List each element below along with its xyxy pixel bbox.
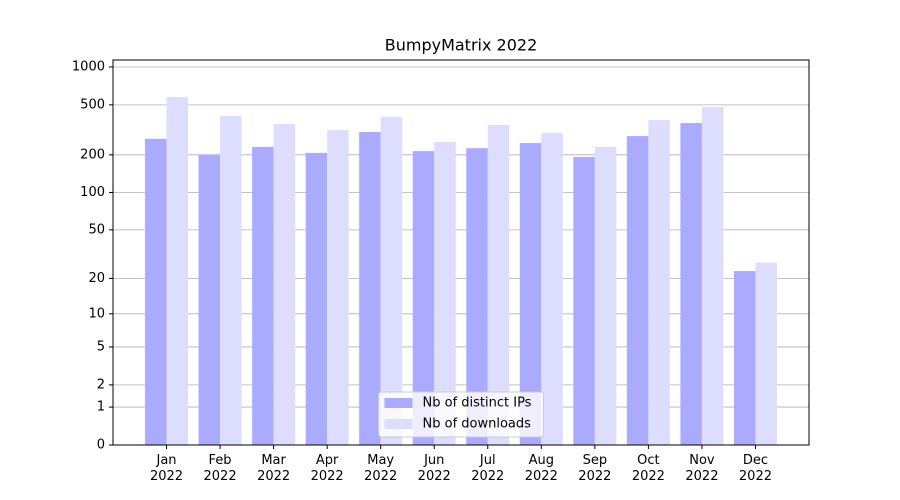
y-tick-label: 20 <box>88 271 105 286</box>
bar <box>327 130 349 445</box>
y-tick-label: 2 <box>97 377 105 392</box>
legend-box <box>378 391 544 438</box>
bar <box>487 124 510 446</box>
x-tick-label: Mar 2022 <box>257 453 291 484</box>
x-tick-label: Jun 2022 <box>417 453 451 484</box>
bar <box>680 123 702 446</box>
bar <box>412 151 435 446</box>
y-tick-label: 0 <box>97 438 105 453</box>
bar <box>519 143 542 445</box>
bar <box>573 157 595 445</box>
y-tick-label: 100 <box>80 185 105 200</box>
bar <box>198 155 221 445</box>
bar <box>541 133 563 445</box>
bar <box>594 146 617 445</box>
bar <box>626 136 649 445</box>
bar <box>273 124 296 445</box>
y-tick-label: 10 <box>88 306 105 321</box>
x-tick-label: Oct 2022 <box>631 453 665 484</box>
y-tick-label: 5 <box>97 339 105 354</box>
bar <box>466 148 488 445</box>
bar <box>305 152 328 445</box>
y-tick-label: 50 <box>88 222 105 237</box>
x-tick-label: Dec 2022 <box>738 453 772 484</box>
bar <box>252 146 274 445</box>
legend-label: Nb of distinct IPs <box>423 396 532 411</box>
y-tick-label: 1 <box>97 400 105 415</box>
bar <box>220 116 242 445</box>
y-tick-label: 1000 <box>72 59 105 74</box>
bar <box>755 262 777 445</box>
x-tick-label: Nov 2022 <box>685 453 719 484</box>
x-tick-label: Jul 2022 <box>471 453 505 484</box>
x-tick-label: Aug 2022 <box>524 453 558 484</box>
chart-title: BumpyMatrix 2022 <box>385 36 538 55</box>
bar <box>648 120 670 445</box>
y-tick-label: 200 <box>80 147 105 162</box>
legend: Nb of distinct IPs Nb of downloads <box>378 391 544 438</box>
y-tick-label: 500 <box>80 97 105 112</box>
bar <box>701 106 724 445</box>
bar <box>166 97 189 445</box>
plot-frame <box>112 59 810 446</box>
x-tick-label: Jan 2022 <box>149 453 184 484</box>
bar <box>434 142 456 445</box>
x-tick-label: Feb 2022 <box>203 453 237 484</box>
bar <box>145 138 167 445</box>
bar <box>380 117 403 445</box>
legend-swatch <box>384 398 413 408</box>
bar <box>359 131 381 445</box>
x-tick-label: Apr 2022 <box>310 453 344 484</box>
legend-swatch <box>384 419 413 429</box>
x-tick-label: May 2022 <box>364 453 398 484</box>
x-tick-label: Sep 2022 <box>578 453 612 484</box>
legend-label: Nb of downloads <box>423 417 532 432</box>
bar <box>733 271 756 445</box>
